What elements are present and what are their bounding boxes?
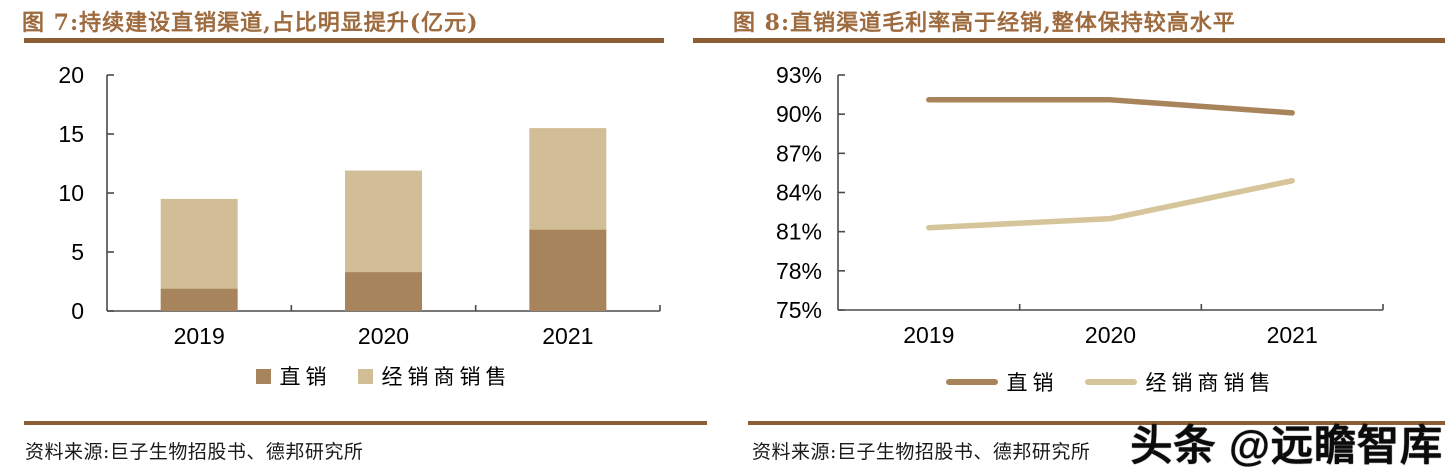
legend-label: 直销 (279, 365, 332, 389)
y-tick-label: 0 (71, 298, 84, 324)
x-category-label: 2019 (903, 322, 954, 348)
legend-item: 经销商销售 (1084, 367, 1276, 397)
y-tick-label: 84% (776, 180, 822, 206)
x-category-label: 2021 (1267, 322, 1318, 348)
bar-segment-经销商销售 (160, 198, 238, 289)
legend-swatch (255, 368, 271, 384)
y-tick-label: 75% (776, 297, 822, 323)
legend-label: 经销商销售 (381, 365, 512, 389)
x-category-label: 2021 (542, 323, 593, 349)
y-tick-label: 5 (71, 239, 84, 265)
legend-swatch (1084, 379, 1137, 385)
y-tick-label: 20 (58, 62, 84, 88)
figure7-bar-chart: 0 5 10 15 20 2019 2020 2021 (58, 62, 661, 349)
x-category-label: 2020 (358, 323, 409, 349)
legend-label: 经销商销售 (1145, 371, 1276, 395)
legend-swatch (357, 368, 373, 384)
figure8-line-chart: 75% 78% 81% 84% 87% 90% 93% 2019 2020 2021 (776, 62, 1384, 348)
figure7-title: 图 7:持续建设直销渠道,占比明显提升(亿元) (22, 10, 479, 36)
figure8-title: 图 8:直销渠道毛利率高于经销,整体保持较高水平 (733, 10, 1236, 36)
x-category-label: 2019 (174, 323, 225, 349)
y-tick-label: 93% (776, 62, 822, 88)
y-tick-label: 78% (776, 258, 822, 284)
legend-label: 直销 (1006, 371, 1059, 395)
legend-item: 经销商销售 (357, 361, 512, 391)
line-series-直销 (926, 97, 1295, 116)
y-tick-label: 90% (776, 101, 822, 127)
y-tick-label: 81% (776, 219, 822, 245)
figure8-source: 资料来源:巨子生物招股书、德邦研究所 (752, 441, 1091, 463)
bar-segment-直销 (345, 272, 422, 311)
watermark: 头条 @远瞻智库 (1130, 422, 1443, 469)
figure8-source-rule (748, 421, 1445, 425)
figure7-source: 资料来源:巨子生物招股书、德邦研究所 (25, 441, 364, 463)
figure7-source-rule (24, 421, 707, 425)
bar-segment-经销商销售 (345, 170, 422, 273)
legend-item: 直销 (945, 367, 1059, 397)
x-category-label: 2020 (1085, 322, 1136, 348)
figure7-legend: 直销 经销商销售 (107, 361, 660, 391)
y-tick-label: 15 (58, 121, 84, 147)
legend-swatch (945, 379, 998, 385)
y-tick-label: 10 (58, 180, 84, 206)
legend-item: 直销 (255, 361, 332, 391)
figure8-title-rule (693, 38, 1445, 43)
figure7-title-rule (24, 38, 664, 43)
bar-segment-直销 (529, 229, 607, 311)
bar-segment-经销商销售 (529, 128, 607, 230)
y-tick-label: 87% (776, 140, 822, 166)
line-series-经销商销售 (926, 178, 1295, 231)
figure8-legend: 直销 经销商销售 (838, 367, 1383, 397)
bar-segment-直销 (160, 288, 238, 311)
